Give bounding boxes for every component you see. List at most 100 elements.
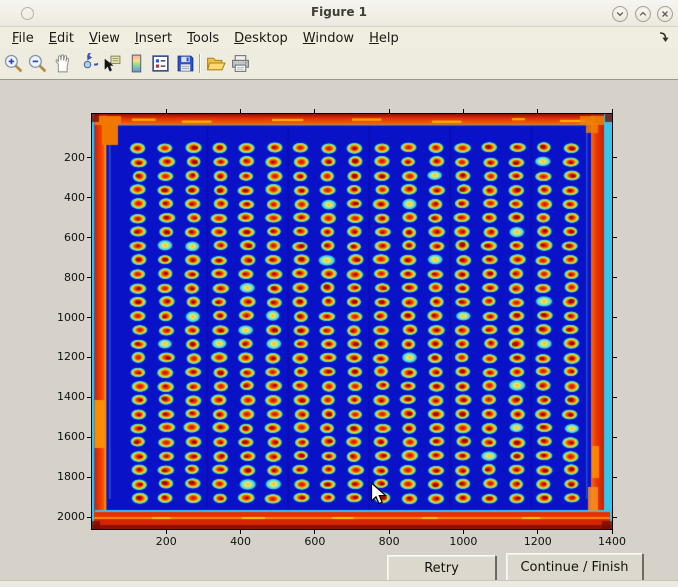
y-axis-tick-label: 1000	[57, 310, 85, 324]
x-axis-tick	[388, 530, 390, 534]
menu-item-help[interactable]: Help	[369, 31, 399, 46]
x-axis-tick-label: 600	[304, 535, 326, 548]
y-axis-tick-label: 2000	[57, 510, 85, 524]
data-cursor-icon	[104, 55, 121, 72]
x-axis-tick	[314, 530, 316, 534]
zoom-out-icon	[28, 54, 47, 73]
y-axis-tick-right	[613, 197, 617, 199]
menu-item-tools[interactable]: Tools	[187, 31, 220, 46]
y-axis-tick	[87, 157, 91, 159]
figure-toolbar	[0, 48, 678, 80]
x-axis-tick-top	[165, 109, 167, 113]
save-icon	[177, 55, 194, 72]
x-axis-tick	[537, 530, 539, 534]
y-axis-tick	[87, 356, 91, 358]
y-axis-tick-right	[613, 436, 617, 438]
y-axis-tick-label: 200	[64, 150, 85, 164]
y-axis-tick	[87, 476, 91, 478]
save-button[interactable]	[175, 53, 196, 74]
data-cursor-button[interactable]	[101, 53, 122, 74]
x-axis-tick-label: 200	[155, 535, 177, 548]
chevron-up-icon	[639, 11, 647, 16]
x-axis-tick-top	[462, 109, 464, 113]
legend-icon	[152, 55, 169, 72]
minimize-button[interactable]	[612, 6, 628, 22]
y-axis-tick-right	[613, 516, 617, 518]
y-axis-tick-label: 800	[64, 270, 85, 284]
open-folder-icon	[206, 57, 226, 71]
close-x-icon	[662, 11, 668, 17]
print-icon	[232, 55, 249, 72]
y-axis-tick-label: 1400	[57, 390, 85, 404]
continue-finish-button[interactable]: Continue / Finish	[506, 553, 643, 581]
zoom-in-icon	[4, 54, 23, 73]
toolbar-separator	[199, 54, 200, 73]
x-axis-tick-top	[388, 109, 390, 113]
figure-canvas-area: 200 400 600 800 1000 1200 1400 200 400 600 800 1000…	[0, 80, 678, 581]
x-axis-tick-top	[611, 109, 613, 113]
x-axis-tick-label: 400	[230, 535, 252, 548]
retry-button-label: Retry	[424, 560, 459, 576]
y-axis-tick-label: 600	[64, 230, 85, 244]
y-axis-tick	[87, 277, 91, 279]
x-axis-tick-label: 1400	[598, 535, 626, 548]
close-button[interactable]	[657, 6, 673, 22]
x-axis-tick	[611, 530, 613, 534]
x-axis-tick-label: 1000	[449, 535, 478, 548]
print-button[interactable]	[230, 53, 251, 74]
y-axis-tick	[87, 436, 91, 438]
maximize-button[interactable]	[635, 6, 651, 22]
menu-bar-items: File Edit View Insert Tools Desktop Window Help	[0, 27, 414, 46]
x-axis-tick-top	[240, 109, 242, 113]
menu-item-file[interactable]: File	[12, 31, 34, 46]
legend-button[interactable]	[150, 53, 171, 74]
chevron-down-icon	[616, 12, 624, 17]
y-axis-tick-right	[613, 157, 617, 159]
retry-button[interactable]: Retry	[387, 555, 496, 581]
menu-item-desktop[interactable]: Desktop	[234, 31, 288, 46]
x-axis-tick	[165, 530, 167, 534]
x-axis-tick-label: 800	[378, 535, 400, 548]
window-menu-icon[interactable]	[21, 7, 34, 20]
x-axis-tick	[462, 530, 464, 534]
menu-item-edit[interactable]: Edit	[48, 31, 74, 46]
menu-bar: File Edit View Insert Tools Desktop Window Help	[0, 27, 678, 48]
y-axis-tick-right	[613, 237, 617, 239]
y-axis-tick-right	[613, 317, 617, 318]
menu-item-view[interactable]: View	[88, 31, 120, 46]
y-axis-tick	[87, 516, 91, 518]
x-axis-tick	[240, 530, 242, 534]
microarray-image[interactable]	[92, 114, 612, 529]
window-title: Figure 1	[310, 5, 368, 19]
colorbar-button[interactable]	[126, 53, 147, 74]
window-bottom-strip	[0, 580, 678, 587]
y-axis-tick	[87, 237, 91, 239]
menu-item-insert[interactable]: Insert	[134, 31, 173, 46]
pan-hand-icon	[55, 54, 70, 73]
pan-button[interactable]	[52, 53, 73, 74]
y-axis-tick-right	[613, 356, 617, 358]
y-axis-tick	[87, 396, 91, 398]
y-axis-tick-label: 400	[64, 190, 85, 204]
y-axis-tick-right	[613, 476, 617, 478]
zoom-out-button[interactable]	[27, 53, 48, 74]
y-axis-tick	[87, 197, 91, 199]
x-axis-tick-top	[314, 109, 316, 113]
y-axis-tick-right	[613, 277, 617, 279]
title-bar: Figure 1	[0, 0, 678, 27]
dock-arrow-icon[interactable]	[658, 31, 670, 43]
zoom-in-button[interactable]	[3, 53, 24, 74]
plot-area: 200 400 600 800 1000 1200 1400 200 400 600 800 1000…	[57, 109, 626, 548]
y-axis-tick-label: 1800	[57, 470, 85, 484]
x-axis-tick-label: 1200	[523, 535, 552, 548]
x-axis-tick-top	[537, 109, 539, 113]
y-axis-tick-label: 1600	[57, 430, 85, 444]
continue-finish-button-label: Continue / Finish	[520, 559, 629, 575]
rotate-3d-button[interactable]	[77, 53, 98, 74]
open-button[interactable]	[205, 53, 226, 74]
y-axis-tick	[87, 317, 91, 318]
rotate-3d-icon	[83, 53, 98, 69]
menu-item-window[interactable]: Window	[302, 31, 355, 46]
colorbar-icon	[131, 54, 142, 73]
